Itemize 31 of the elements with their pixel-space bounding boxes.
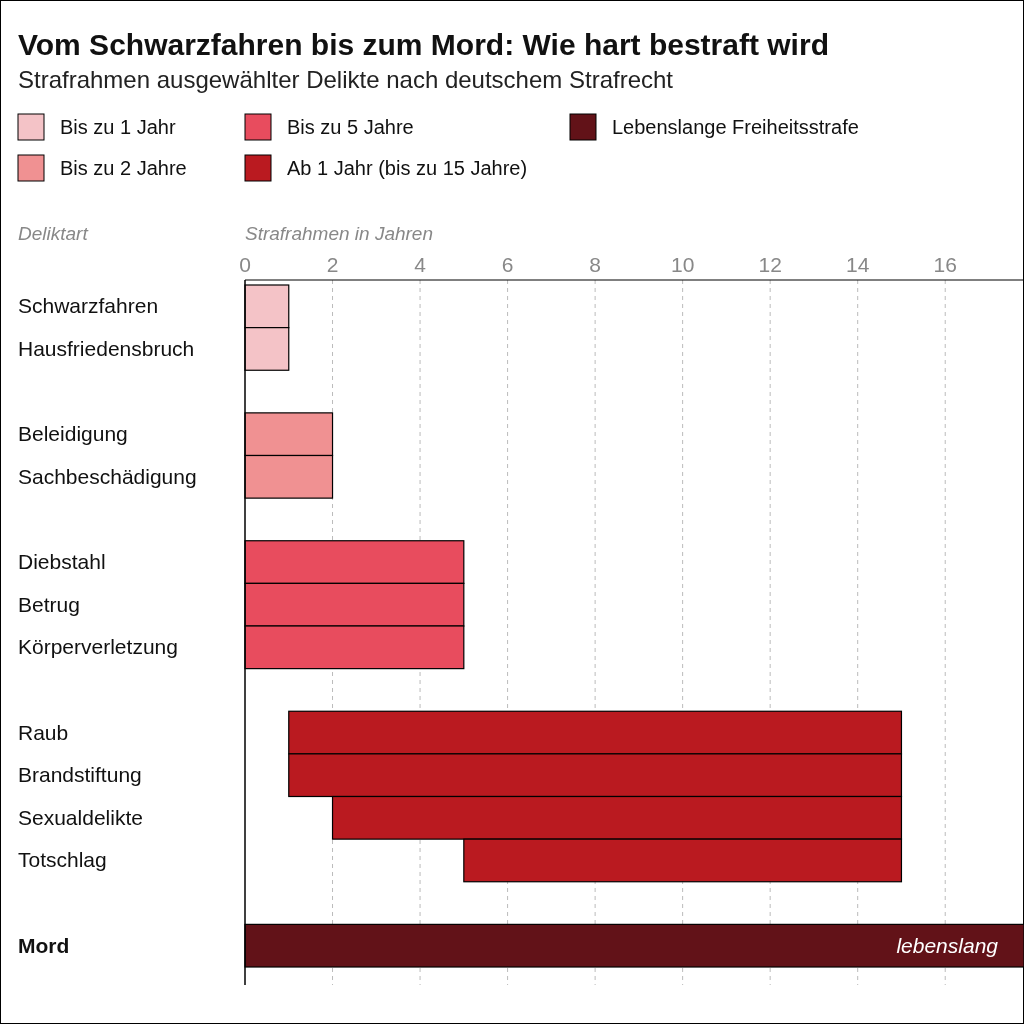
x-axis-title: Strafrahmen in Jahren <box>245 223 433 244</box>
data-label: lebenslang <box>896 933 999 957</box>
x-tick-label: 8 <box>589 253 601 276</box>
y-tick-label: Körperverletzung <box>18 635 178 659</box>
x-tick-label: 4 <box>414 253 427 276</box>
x-tick-label: 16 <box>933 253 957 276</box>
y-tick-label: Sachbeschädigung <box>18 464 197 488</box>
legend-label: Bis zu 5 Jahre <box>287 116 414 138</box>
x-tick-label: 14 <box>846 253 870 276</box>
legend-label: Ab 1 Jahr (bis zu 15 Jahre) <box>287 157 528 179</box>
chart-title: Vom Schwarzfahren bis zum Mord: Wie hart bestraft wird <box>18 28 829 61</box>
x-tick-label: 2 <box>326 253 339 276</box>
y-tick-label: Hausfriedensbruch <box>18 336 195 360</box>
y-tick-label: Totschlag <box>18 848 107 872</box>
text: Deliktart <box>18 223 89 244</box>
y-tick-label: Beleidigung <box>18 422 128 446</box>
y-tick-label: Sexualdelikte <box>18 805 143 829</box>
x-tick-label: 6 <box>501 253 514 276</box>
x-tick-label: 10 <box>670 253 695 276</box>
legend-label: Bis zu 1 Jahr <box>60 116 176 138</box>
y-tick-label: Schwarzfahren <box>18 294 159 318</box>
x-tick-label: 12 <box>758 253 782 276</box>
y-tick-label: Betrug <box>18 592 80 616</box>
y-tick-label: Raub <box>18 720 69 744</box>
x-tick-label: 0 <box>239 253 251 276</box>
legend-label: Bis zu 2 Jahre <box>60 157 187 179</box>
y-tick-label: Diebstahl <box>18 550 106 574</box>
chart-subtitle: Strafrahmen ausgewählter Delikte nach deutschem Strafrecht <box>18 66 674 93</box>
y-tick-label: Brandstiftung <box>18 763 142 787</box>
y-tick-label: Mord <box>18 933 70 957</box>
legend-label: Lebenslange Freiheitsstrafe <box>612 116 859 138</box>
